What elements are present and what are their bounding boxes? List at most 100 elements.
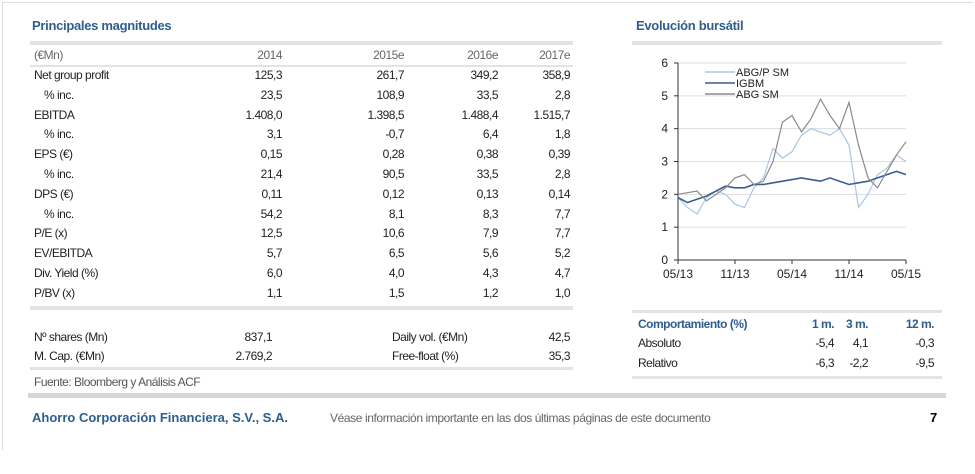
table-cell: 4,0	[388, 266, 405, 280]
table-cell: 3,1	[266, 127, 283, 142]
table-cell: 4,3	[482, 266, 499, 280]
section-title-evolucion: Evolución bursátil	[636, 18, 744, 33]
table-cell: 358,9	[542, 68, 570, 82]
table-cell: 1.488,4	[461, 107, 498, 122]
y-tick-label: 4	[661, 122, 668, 136]
source-note: Fuente: Bloomberg y Análisis ACF	[34, 375, 201, 389]
table-cell: 261,7	[376, 68, 404, 82]
table-cell: 6,4	[482, 127, 499, 142]
row-label: EBITDA	[34, 107, 75, 122]
table-cell: 1,0	[554, 285, 571, 300]
table-cell: 5,2	[554, 246, 571, 261]
column-header: 2016e	[467, 48, 498, 62]
perf-cell: -2,2	[849, 356, 868, 370]
perf-cell: -6,3	[815, 356, 834, 370]
summary-label: Daily vol. (€Mn)	[392, 330, 468, 344]
table-cell: 0,13	[476, 186, 499, 201]
perf-header: 12 m.	[905, 317, 935, 331]
column-header: 2014	[257, 48, 282, 62]
summary-value: 837,1	[244, 330, 272, 344]
divider	[30, 306, 573, 310]
summary-label: M. Cap. (€Mn)	[34, 349, 105, 363]
row-label: P/BV (x)	[34, 285, 75, 300]
table-cell: 1,2	[482, 285, 499, 300]
table-cell: 7,9	[482, 226, 499, 241]
table-cell: 0,15	[260, 147, 283, 162]
table-cell: 5,7	[266, 246, 283, 261]
y-tick-label: 5	[661, 89, 668, 103]
row-label: % inc.	[44, 127, 74, 142]
page-border	[2, 2, 973, 450]
divider	[632, 310, 942, 313]
row-label: DPS (€)	[34, 186, 74, 201]
row-label: % inc.	[44, 206, 74, 221]
x-tick-label: 05/13	[663, 267, 693, 281]
table-cell: 33,5	[476, 167, 499, 181]
table-cell: 5,6	[482, 246, 499, 261]
table-cell: 54,2	[260, 206, 283, 221]
table-cell: 108,9	[376, 87, 404, 102]
perf-cell: -9,5	[915, 356, 934, 370]
table-cell: 7,7	[554, 206, 571, 221]
footer-divider	[28, 393, 946, 398]
divider	[632, 41, 942, 45]
row-label: % inc.	[44, 167, 74, 181]
stock-chart: 0 1 2 3 4 5 6 05/13 11/13 05/14 11/14 05/15 ABG/P SM…	[661, 56, 921, 281]
x-tick-label: 11/14	[834, 267, 863, 281]
y-tick-label: 6	[661, 56, 668, 70]
table-cell: 4,7	[554, 266, 571, 280]
table-cell: 125,3	[254, 68, 282, 82]
series-line-igbm	[677, 170, 907, 204]
x-tick-label: 05/14	[777, 267, 807, 281]
x-tick-label: 05/15	[891, 267, 921, 281]
divider	[30, 367, 573, 370]
table-cell: 0,14	[548, 186, 571, 201]
perf-row-label: Relativo	[638, 356, 678, 370]
summary-value: 42,5	[548, 330, 571, 344]
page-number: 7	[930, 410, 938, 425]
table-cell: 12,5	[260, 226, 283, 241]
legend-label: IGBM	[736, 78, 764, 90]
divider	[30, 41, 573, 45]
table-cell: 23,5	[260, 87, 283, 102]
perf-header: 1 m.	[811, 317, 835, 331]
summary-value: 2.769,2	[235, 349, 272, 363]
table-cell: 8,3	[482, 206, 499, 221]
divider	[632, 376, 942, 379]
perf-header: Comportamiento (%)	[638, 317, 748, 331]
row-label: Net group profit	[34, 68, 109, 82]
table-cell: 8,1	[388, 206, 405, 221]
row-label: Div. Yield (%)	[34, 266, 99, 280]
perf-row-label: Absoluto	[638, 336, 681, 350]
section-title-magnitudes: Principales magnitudes	[32, 18, 172, 33]
column-header: (€Mn)	[34, 48, 63, 62]
table-cell: 2,8	[554, 87, 571, 102]
table-cell: 0,11	[261, 186, 283, 201]
summary-label: Nº shares (Mn)	[34, 330, 108, 344]
table-cell: 349,2	[470, 68, 498, 82]
table-cell: 90,5	[382, 167, 405, 181]
column-header: 2015e	[373, 48, 404, 62]
divider	[30, 65, 573, 67]
table-cell: 10,6	[382, 226, 405, 241]
table-cell: 1.408,0	[245, 107, 282, 122]
row-label: % inc.	[44, 87, 74, 102]
row-label: EV/EBITDA	[34, 246, 93, 261]
y-tick-label: 2	[661, 187, 668, 201]
table-cell: 0,28	[382, 147, 405, 162]
footer-company: Ahorro Corporación Financiera, S.V., S.A…	[32, 410, 288, 425]
summary-value: 35,3	[548, 349, 571, 363]
perf-cell: -0,3	[915, 336, 934, 350]
table-cell: 1.515,7	[533, 107, 570, 122]
legend-label: ABG/P SM	[736, 67, 789, 79]
y-tick-label: 0	[661, 253, 668, 267]
y-tick-label: 1	[661, 220, 668, 234]
y-tick-label: 3	[661, 155, 668, 169]
row-label: EPS (€)	[34, 147, 73, 162]
summary-label: Free-float (%)	[392, 349, 459, 363]
table-cell: 0,12	[382, 186, 405, 201]
table-cell: 1,8	[554, 127, 571, 142]
perf-cell: 4,1	[852, 336, 869, 350]
table-cell: 1,5	[388, 285, 405, 300]
